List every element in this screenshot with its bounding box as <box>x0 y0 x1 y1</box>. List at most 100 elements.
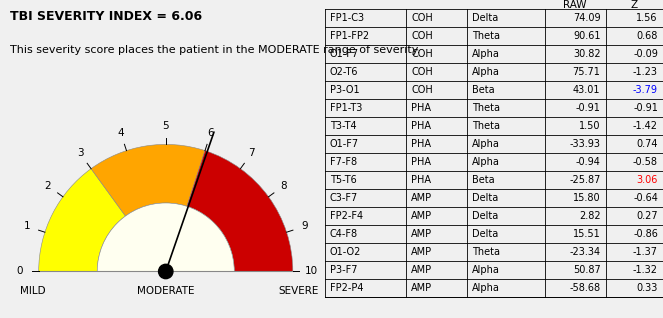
Text: -1.37: -1.37 <box>633 247 658 257</box>
Text: 0.74: 0.74 <box>636 139 658 149</box>
Text: Alpha: Alpha <box>472 49 500 59</box>
Text: -0.91: -0.91 <box>575 103 601 113</box>
Text: Theta: Theta <box>472 121 500 131</box>
Text: Delta: Delta <box>472 211 498 221</box>
Text: Delta: Delta <box>472 193 498 203</box>
Text: 9: 9 <box>301 221 308 232</box>
Text: 0: 0 <box>17 266 23 276</box>
Text: 3.06: 3.06 <box>636 175 658 185</box>
Text: FP2-P4: FP2-P4 <box>330 283 363 293</box>
Text: COH: COH <box>411 13 433 23</box>
Text: 1: 1 <box>24 221 30 232</box>
Text: O1-F7: O1-F7 <box>330 139 359 149</box>
Text: 75.71: 75.71 <box>573 67 601 77</box>
Text: -1.32: -1.32 <box>633 265 658 275</box>
Text: -0.86: -0.86 <box>633 229 658 239</box>
Text: COH: COH <box>411 31 433 41</box>
Text: -25.87: -25.87 <box>569 175 601 185</box>
Text: AMP: AMP <box>411 211 432 221</box>
Text: 1.50: 1.50 <box>579 121 601 131</box>
Text: -1.23: -1.23 <box>633 67 658 77</box>
Text: Delta: Delta <box>472 229 498 239</box>
Text: 74.09: 74.09 <box>573 13 601 23</box>
Text: FP2-F4: FP2-F4 <box>330 211 363 221</box>
Text: 5: 5 <box>162 121 169 131</box>
Text: PHA: PHA <box>411 157 431 167</box>
Text: 4: 4 <box>117 128 124 138</box>
Text: -33.93: -33.93 <box>570 139 601 149</box>
Text: 15.80: 15.80 <box>573 193 601 203</box>
Text: Theta: Theta <box>472 103 500 113</box>
Text: Alpha: Alpha <box>472 139 500 149</box>
Text: COH: COH <box>411 49 433 59</box>
Text: Alpha: Alpha <box>472 67 500 77</box>
Text: O1-F7: O1-F7 <box>330 49 359 59</box>
Text: PHA: PHA <box>411 175 431 185</box>
Text: 90.61: 90.61 <box>573 31 601 41</box>
Text: Beta: Beta <box>472 175 495 185</box>
Text: 43.01: 43.01 <box>573 85 601 95</box>
Text: P3-F7: P3-F7 <box>330 265 357 275</box>
Text: 15.51: 15.51 <box>573 229 601 239</box>
Text: 8: 8 <box>280 181 287 191</box>
Text: COH: COH <box>411 67 433 77</box>
Text: 7: 7 <box>248 149 255 158</box>
Text: AMP: AMP <box>411 283 432 293</box>
Text: SEVERE: SEVERE <box>278 286 318 296</box>
Text: -0.91: -0.91 <box>633 103 658 113</box>
Text: FP1-T3: FP1-T3 <box>330 103 362 113</box>
Text: C4-F8: C4-F8 <box>330 229 358 239</box>
Text: -1.42: -1.42 <box>633 121 658 131</box>
Text: AMP: AMP <box>411 247 432 257</box>
Circle shape <box>158 264 173 279</box>
Text: Beta: Beta <box>472 85 495 95</box>
Text: F7-F8: F7-F8 <box>330 157 357 167</box>
Text: 0.33: 0.33 <box>636 283 658 293</box>
Text: COH: COH <box>411 85 433 95</box>
Text: 3: 3 <box>77 149 84 158</box>
Text: AMP: AMP <box>411 193 432 203</box>
Text: T3-T4: T3-T4 <box>330 121 357 131</box>
Text: 2.82: 2.82 <box>579 211 601 221</box>
Wedge shape <box>97 203 234 272</box>
Text: MILD: MILD <box>21 286 46 296</box>
Text: PHA: PHA <box>411 103 431 113</box>
Text: Alpha: Alpha <box>472 265 500 275</box>
Text: Theta: Theta <box>472 247 500 257</box>
Text: RAW: RAW <box>564 0 587 10</box>
Text: AMP: AMP <box>411 229 432 239</box>
Text: O1-O2: O1-O2 <box>330 247 361 257</box>
Text: -23.34: -23.34 <box>570 247 601 257</box>
Text: O2-T6: O2-T6 <box>330 67 359 77</box>
Text: Z: Z <box>631 0 638 10</box>
Text: TBI SEVERITY INDEX = 6.06: TBI SEVERITY INDEX = 6.06 <box>10 10 202 23</box>
Wedge shape <box>91 144 205 216</box>
Text: Theta: Theta <box>472 31 500 41</box>
Text: FP1-FP2: FP1-FP2 <box>330 31 369 41</box>
Text: 0.68: 0.68 <box>636 31 658 41</box>
Text: Alpha: Alpha <box>472 283 500 293</box>
Text: C3-F7: C3-F7 <box>330 193 358 203</box>
Text: -0.64: -0.64 <box>633 193 658 203</box>
Text: T5-T6: T5-T6 <box>330 175 357 185</box>
Text: -0.94: -0.94 <box>575 157 601 167</box>
Text: 10: 10 <box>305 266 318 276</box>
Text: PHA: PHA <box>411 121 431 131</box>
Wedge shape <box>38 169 125 272</box>
Text: 2: 2 <box>44 181 51 191</box>
Text: -58.68: -58.68 <box>570 283 601 293</box>
Text: 0.27: 0.27 <box>636 211 658 221</box>
Text: AMP: AMP <box>411 265 432 275</box>
Text: 30.82: 30.82 <box>573 49 601 59</box>
Text: Delta: Delta <box>472 13 498 23</box>
Wedge shape <box>187 151 293 272</box>
Text: Alpha: Alpha <box>472 157 500 167</box>
Text: This severity score places the patient in the MODERATE range of severity.: This severity score places the patient i… <box>10 45 420 54</box>
Text: 50.87: 50.87 <box>573 265 601 275</box>
Text: -0.58: -0.58 <box>633 157 658 167</box>
Text: 6: 6 <box>208 128 214 138</box>
Text: -3.79: -3.79 <box>633 85 658 95</box>
Text: -0.09: -0.09 <box>633 49 658 59</box>
Text: MODERATE: MODERATE <box>137 286 194 296</box>
Text: PHA: PHA <box>411 139 431 149</box>
